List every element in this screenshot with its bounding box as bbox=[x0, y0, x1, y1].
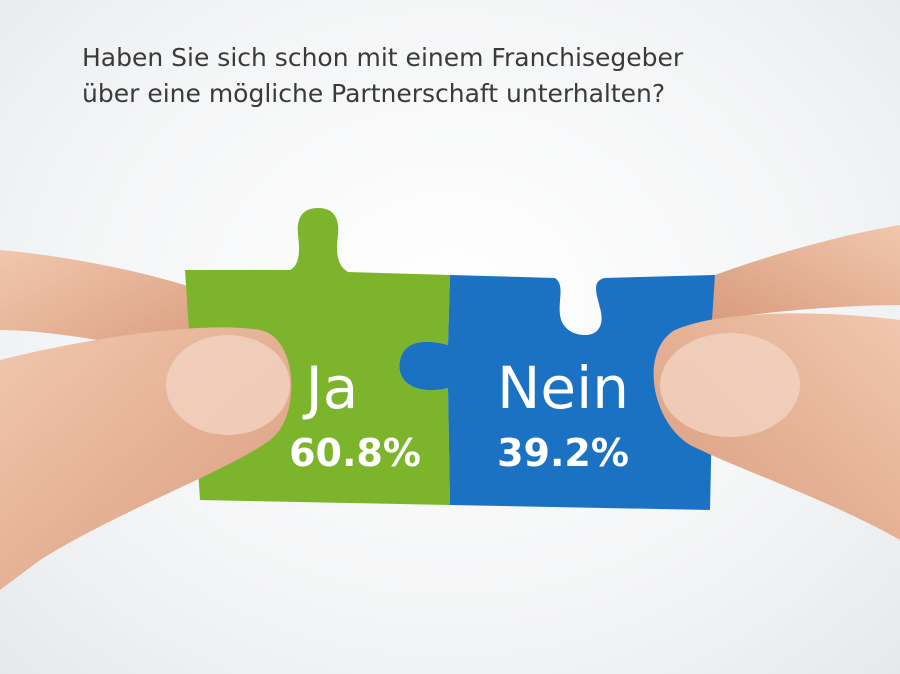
chart-title: Haben Sie sich schon mit einem Franchise… bbox=[82, 40, 842, 112]
category-label-nein: Nein bbox=[497, 354, 629, 422]
category-label-ja: Ja bbox=[303, 354, 359, 422]
right-hand-finger bbox=[712, 225, 900, 320]
value-label-ja: 60.8% bbox=[289, 431, 421, 475]
value-label-nein: 39.2% bbox=[497, 431, 629, 475]
bar-nein-piece bbox=[399, 275, 715, 510]
title-line-1: Haben Sie sich schon mit einem Franchise… bbox=[82, 43, 684, 72]
title-line-2: über eine mögliche Partnerschaft unterha… bbox=[82, 79, 666, 108]
right-thumbnail bbox=[660, 333, 800, 437]
left-thumbnail bbox=[166, 335, 290, 435]
